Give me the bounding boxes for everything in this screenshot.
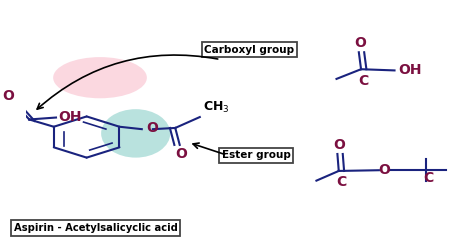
Ellipse shape bbox=[101, 109, 170, 158]
Text: O: O bbox=[2, 88, 14, 102]
Text: O: O bbox=[378, 163, 390, 177]
Ellipse shape bbox=[53, 57, 147, 98]
Text: O: O bbox=[333, 138, 345, 152]
Text: Ester group: Ester group bbox=[222, 150, 291, 160]
Text: OH: OH bbox=[58, 110, 82, 124]
Text: OH: OH bbox=[398, 63, 421, 77]
Text: CH$_3$: CH$_3$ bbox=[203, 100, 230, 115]
Text: O: O bbox=[354, 36, 366, 50]
Text: C: C bbox=[336, 175, 346, 189]
Text: C: C bbox=[423, 172, 433, 185]
Text: Carboxyl group: Carboxyl group bbox=[204, 45, 294, 55]
Text: O: O bbox=[146, 121, 158, 135]
Text: C: C bbox=[358, 74, 368, 88]
Text: O: O bbox=[175, 147, 187, 161]
Text: Aspirin - Acetylsalicyclic acid: Aspirin - Acetylsalicyclic acid bbox=[14, 223, 177, 233]
